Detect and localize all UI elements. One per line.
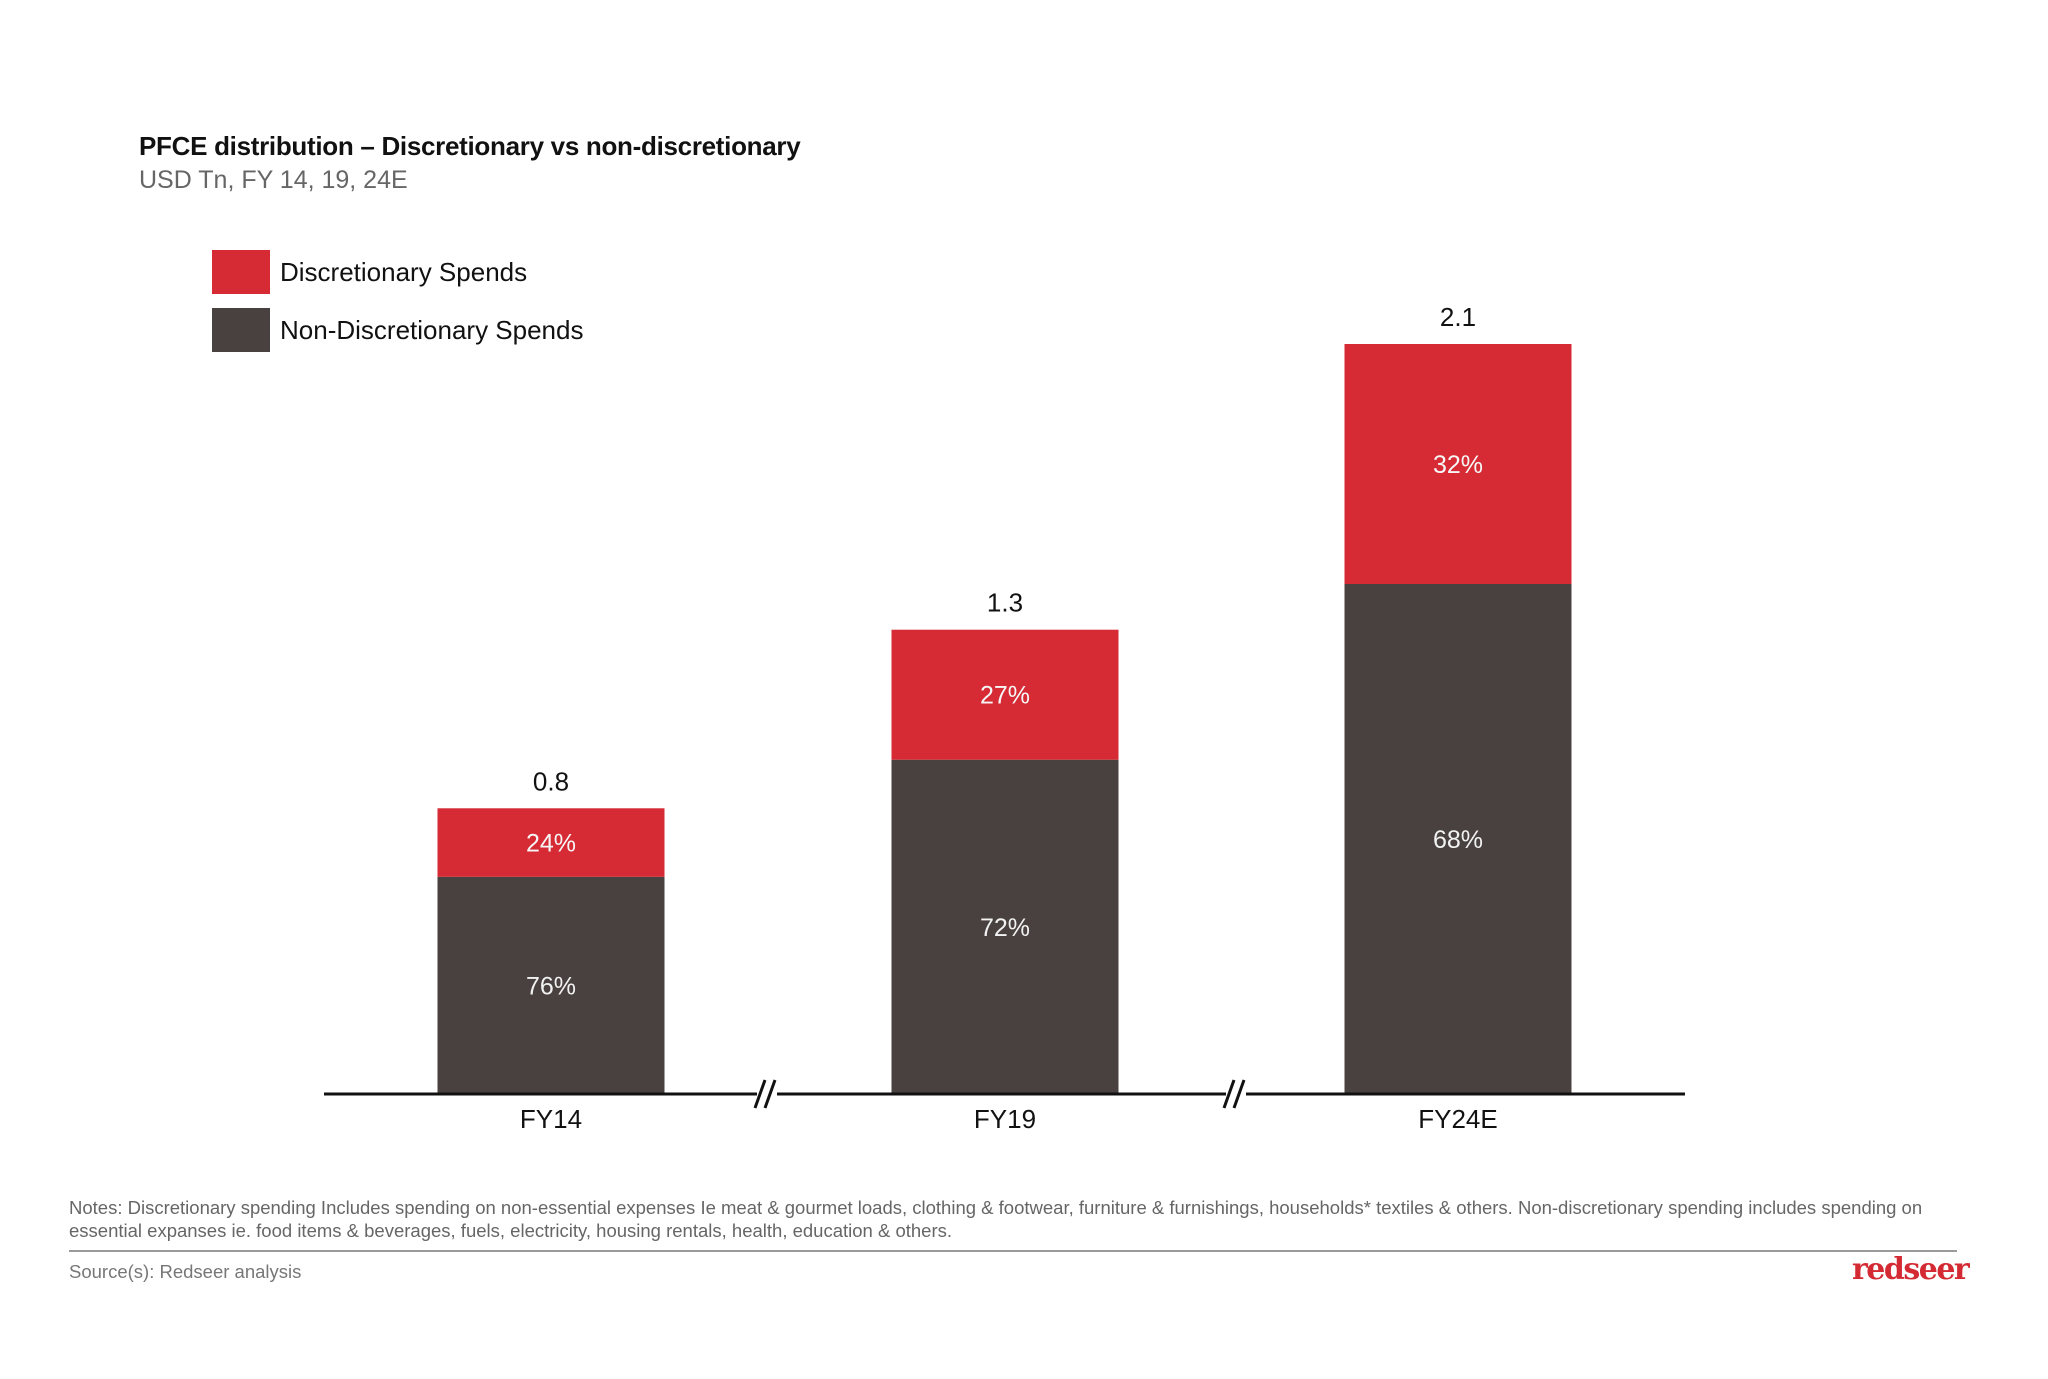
bar-segment-non-discretionary-fy19	[891, 759, 1119, 1094]
x-tick-label-fy19: FY19	[974, 1104, 1036, 1134]
bar-segment-discretionary-fy24e	[1344, 344, 1572, 584]
data-label-non-discretionary: 68%	[1433, 826, 1483, 854]
legend-swatch-non-discretionary	[212, 308, 270, 352]
x-tick-label-fy14: FY14	[520, 1104, 582, 1134]
legend-label-discretionary: Discretionary Spends	[280, 256, 528, 287]
data-label-discretionary: 32%	[1433, 451, 1483, 479]
data-label-discretionary: 27%	[980, 682, 1030, 710]
data-label-total: 1.3	[987, 588, 1023, 618]
data-label-non-discretionary: 72%	[980, 914, 1030, 942]
axis-break-gap-1	[1226, 1090, 1246, 1098]
axis-break-mark	[763, 1079, 777, 1109]
data-label-non-discretionary: 76%	[526, 972, 576, 1000]
footnote-notes: Notes: Discretionary spending Includes s…	[69, 1197, 1923, 1241]
legend-item-non-discretionary: Non-Discretionary Spends	[212, 308, 583, 352]
chart-title: PFCE distribution – Discretionary vs non…	[139, 131, 801, 161]
axis-break-mark	[1222, 1079, 1236, 1109]
data-label-discretionary: 24%	[526, 830, 576, 858]
legend-label-non-discretionary: Non-Discretionary Spends	[280, 314, 584, 345]
axis-break-gap-0	[757, 1090, 777, 1098]
axis-break-mark	[1232, 1079, 1246, 1109]
source-text: Source(s): Redseer analysis	[69, 1261, 302, 1282]
footer-divider	[69, 1250, 1957, 1252]
legend-item-discretionary: Discretionary Spends	[212, 250, 527, 294]
axis-break-mark	[753, 1079, 767, 1109]
legend-swatch-discretionary	[212, 250, 270, 294]
bar-segment-discretionary-fy14	[437, 808, 665, 877]
redseer-logo: redseer	[1852, 1252, 1970, 1287]
x-tick-label-fy24e: FY24E	[1418, 1104, 1498, 1134]
bar-segment-non-discretionary-fy24e	[1344, 584, 1572, 1094]
chart-subtitle: USD Tn, FY 14, 19, 24E	[139, 166, 408, 194]
data-label-total: 2.1	[1440, 302, 1476, 332]
data-label-total: 0.8	[533, 766, 569, 796]
bar-segment-non-discretionary-fy14	[437, 876, 665, 1094]
bar-segment-discretionary-fy19	[891, 629, 1119, 760]
